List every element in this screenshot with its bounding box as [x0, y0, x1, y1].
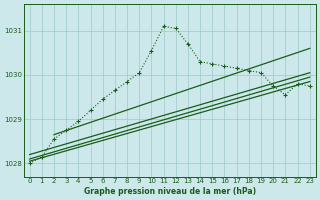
X-axis label: Graphe pression niveau de la mer (hPa): Graphe pression niveau de la mer (hPa): [84, 187, 256, 196]
